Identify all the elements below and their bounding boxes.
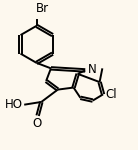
Text: Cl: Cl bbox=[106, 88, 117, 101]
Text: Br: Br bbox=[36, 2, 49, 15]
Text: HO: HO bbox=[5, 98, 23, 111]
Text: N: N bbox=[88, 63, 96, 76]
Text: O: O bbox=[32, 117, 42, 130]
